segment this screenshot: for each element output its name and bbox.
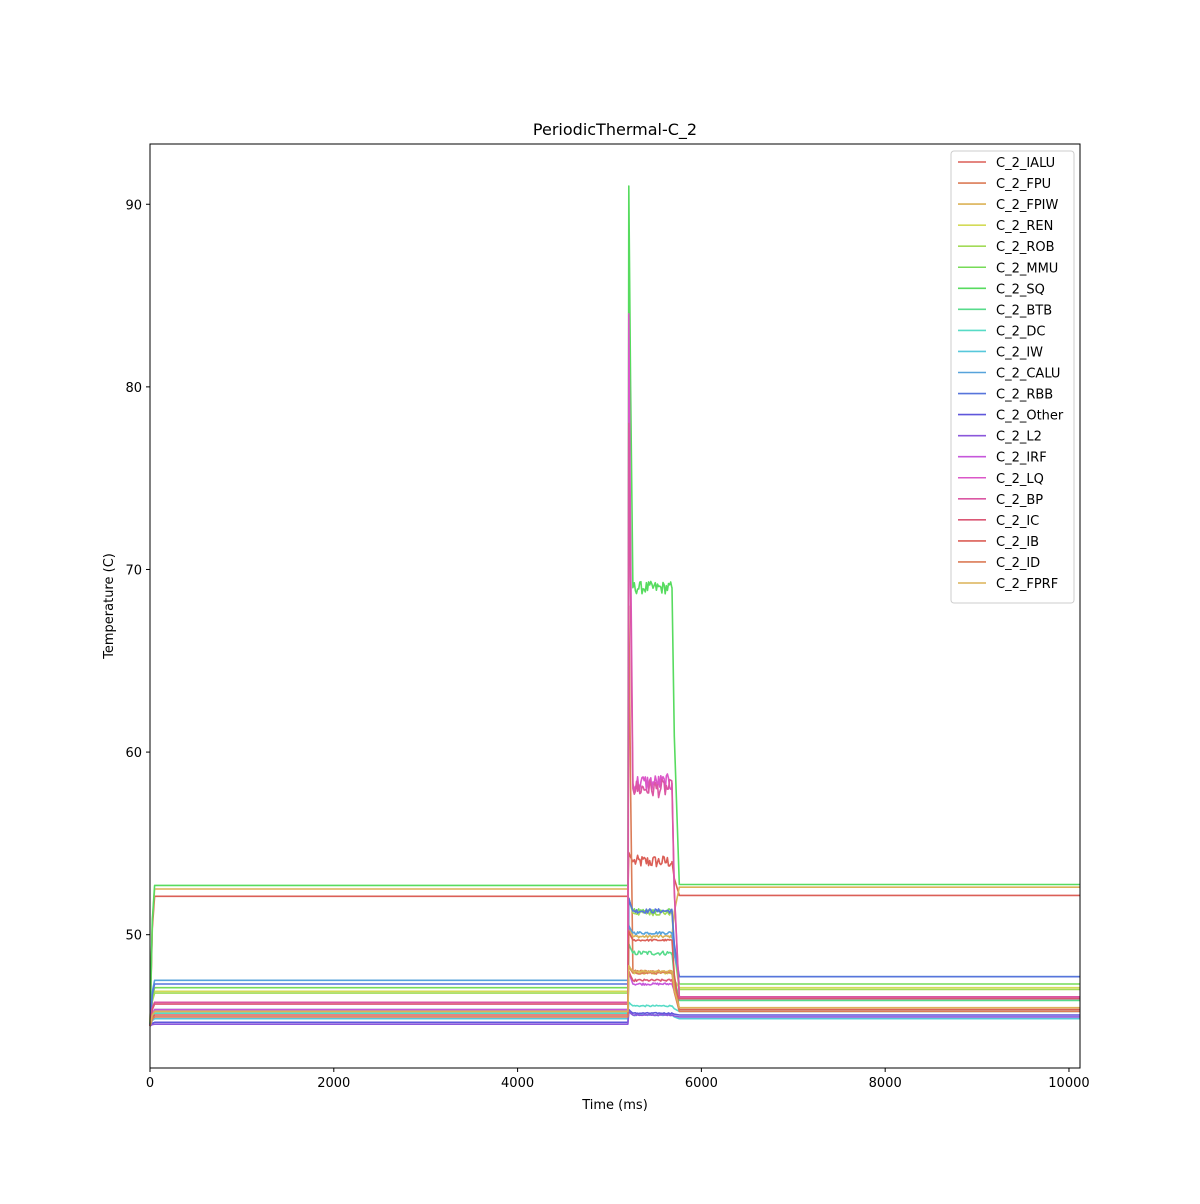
legend-box bbox=[950, 150, 1075, 604]
series-line-c-2-mmu bbox=[149, 897, 1080, 1027]
legend-label: C_2_IC bbox=[996, 514, 1039, 529]
x-axis-label: Time (ms) bbox=[581, 1098, 648, 1113]
legend-label: C_2_BP bbox=[996, 493, 1043, 508]
legend-label: C_2_Other bbox=[996, 409, 1064, 424]
legend-label: C_2_LQ bbox=[996, 472, 1044, 487]
x-tick-label: 0 bbox=[146, 1076, 154, 1091]
y-tick-label: 60 bbox=[125, 746, 142, 761]
legend-label: C_2_FPRF bbox=[996, 577, 1058, 592]
series-line-c-2-fpu bbox=[149, 605, 1080, 1027]
y-axis-label: Temperature (C) bbox=[102, 553, 117, 660]
x-tick-label: 2000 bbox=[317, 1076, 350, 1091]
legend-label: C_2_MMU bbox=[996, 261, 1058, 276]
series-line-c-2-btb bbox=[149, 943, 1080, 1027]
legend-label: C_2_IALU bbox=[996, 156, 1055, 171]
legend-label: C_2_RBB bbox=[996, 388, 1053, 403]
legend-label: C_2_ID bbox=[996, 556, 1040, 571]
legend: C_2_IALU C_2_FPU C_2_FPIW C_2_REN C_2_ROB C_2… bbox=[950, 150, 1075, 604]
x-tick-label: 6000 bbox=[685, 1076, 718, 1091]
x-tick-label: 10000 bbox=[1048, 1076, 1089, 1091]
legend-label: C_2_IW bbox=[996, 345, 1043, 360]
series-line-c-2-rbb bbox=[149, 897, 1080, 1027]
plot-frame bbox=[149, 143, 1081, 1069]
series-layer bbox=[149, 185, 1080, 1027]
legend-label: C_2_REN bbox=[996, 219, 1053, 234]
legend-label: C_2_FPU bbox=[996, 177, 1051, 192]
legend-label: C_2_DC bbox=[996, 324, 1045, 339]
series-line-c-2-other bbox=[149, 1008, 1080, 1027]
legend-label: C_2_FPIW bbox=[996, 198, 1058, 213]
series-line-c-2-ib bbox=[149, 930, 1080, 1027]
legend-label: C_2_IRF bbox=[996, 451, 1047, 466]
legend-label: C_2_BTB bbox=[996, 303, 1052, 318]
legend-label: C_2_IB bbox=[996, 535, 1039, 550]
series-line-c-2-fpiw bbox=[149, 886, 1080, 1027]
x-tick-label: 8000 bbox=[869, 1076, 902, 1091]
legend-label: C_2_L2 bbox=[996, 430, 1042, 445]
series-line-c-2-calu bbox=[149, 924, 1080, 1027]
legend-label: C_2_SQ bbox=[996, 282, 1045, 297]
y-tick-label: 80 bbox=[125, 381, 142, 396]
series-line-c-2-ialu bbox=[149, 851, 1080, 1027]
y-tick-label: 50 bbox=[125, 929, 142, 944]
series-line-c-2-lq bbox=[149, 313, 1080, 1027]
series-line-c-2-fprf bbox=[149, 964, 1080, 1027]
series-line-c-2-sq bbox=[149, 185, 1080, 1027]
y-tick-label: 90 bbox=[125, 198, 142, 213]
chart-title: PeriodicThermal-C_2 bbox=[533, 120, 697, 140]
legend-label: C_2_ROB bbox=[996, 240, 1055, 255]
legend-label: C_2_CALU bbox=[996, 367, 1060, 382]
series-line-c-2-rob bbox=[149, 897, 1080, 1027]
series-line-c-2-irf bbox=[149, 970, 1080, 1027]
series-line-c-2-bp bbox=[149, 422, 1080, 1027]
series-line-c-2-dc bbox=[149, 1001, 1080, 1027]
y-tick-label: 70 bbox=[125, 563, 142, 578]
series-line-c-2-l2 bbox=[149, 1010, 1080, 1027]
series-line-c-2-ic bbox=[149, 970, 1080, 1027]
x-tick-label: 4000 bbox=[501, 1076, 534, 1091]
axes-layer: 0 2000 4000 6000 8000 10000 50 60 70 80 90 bbox=[125, 143, 1090, 1091]
